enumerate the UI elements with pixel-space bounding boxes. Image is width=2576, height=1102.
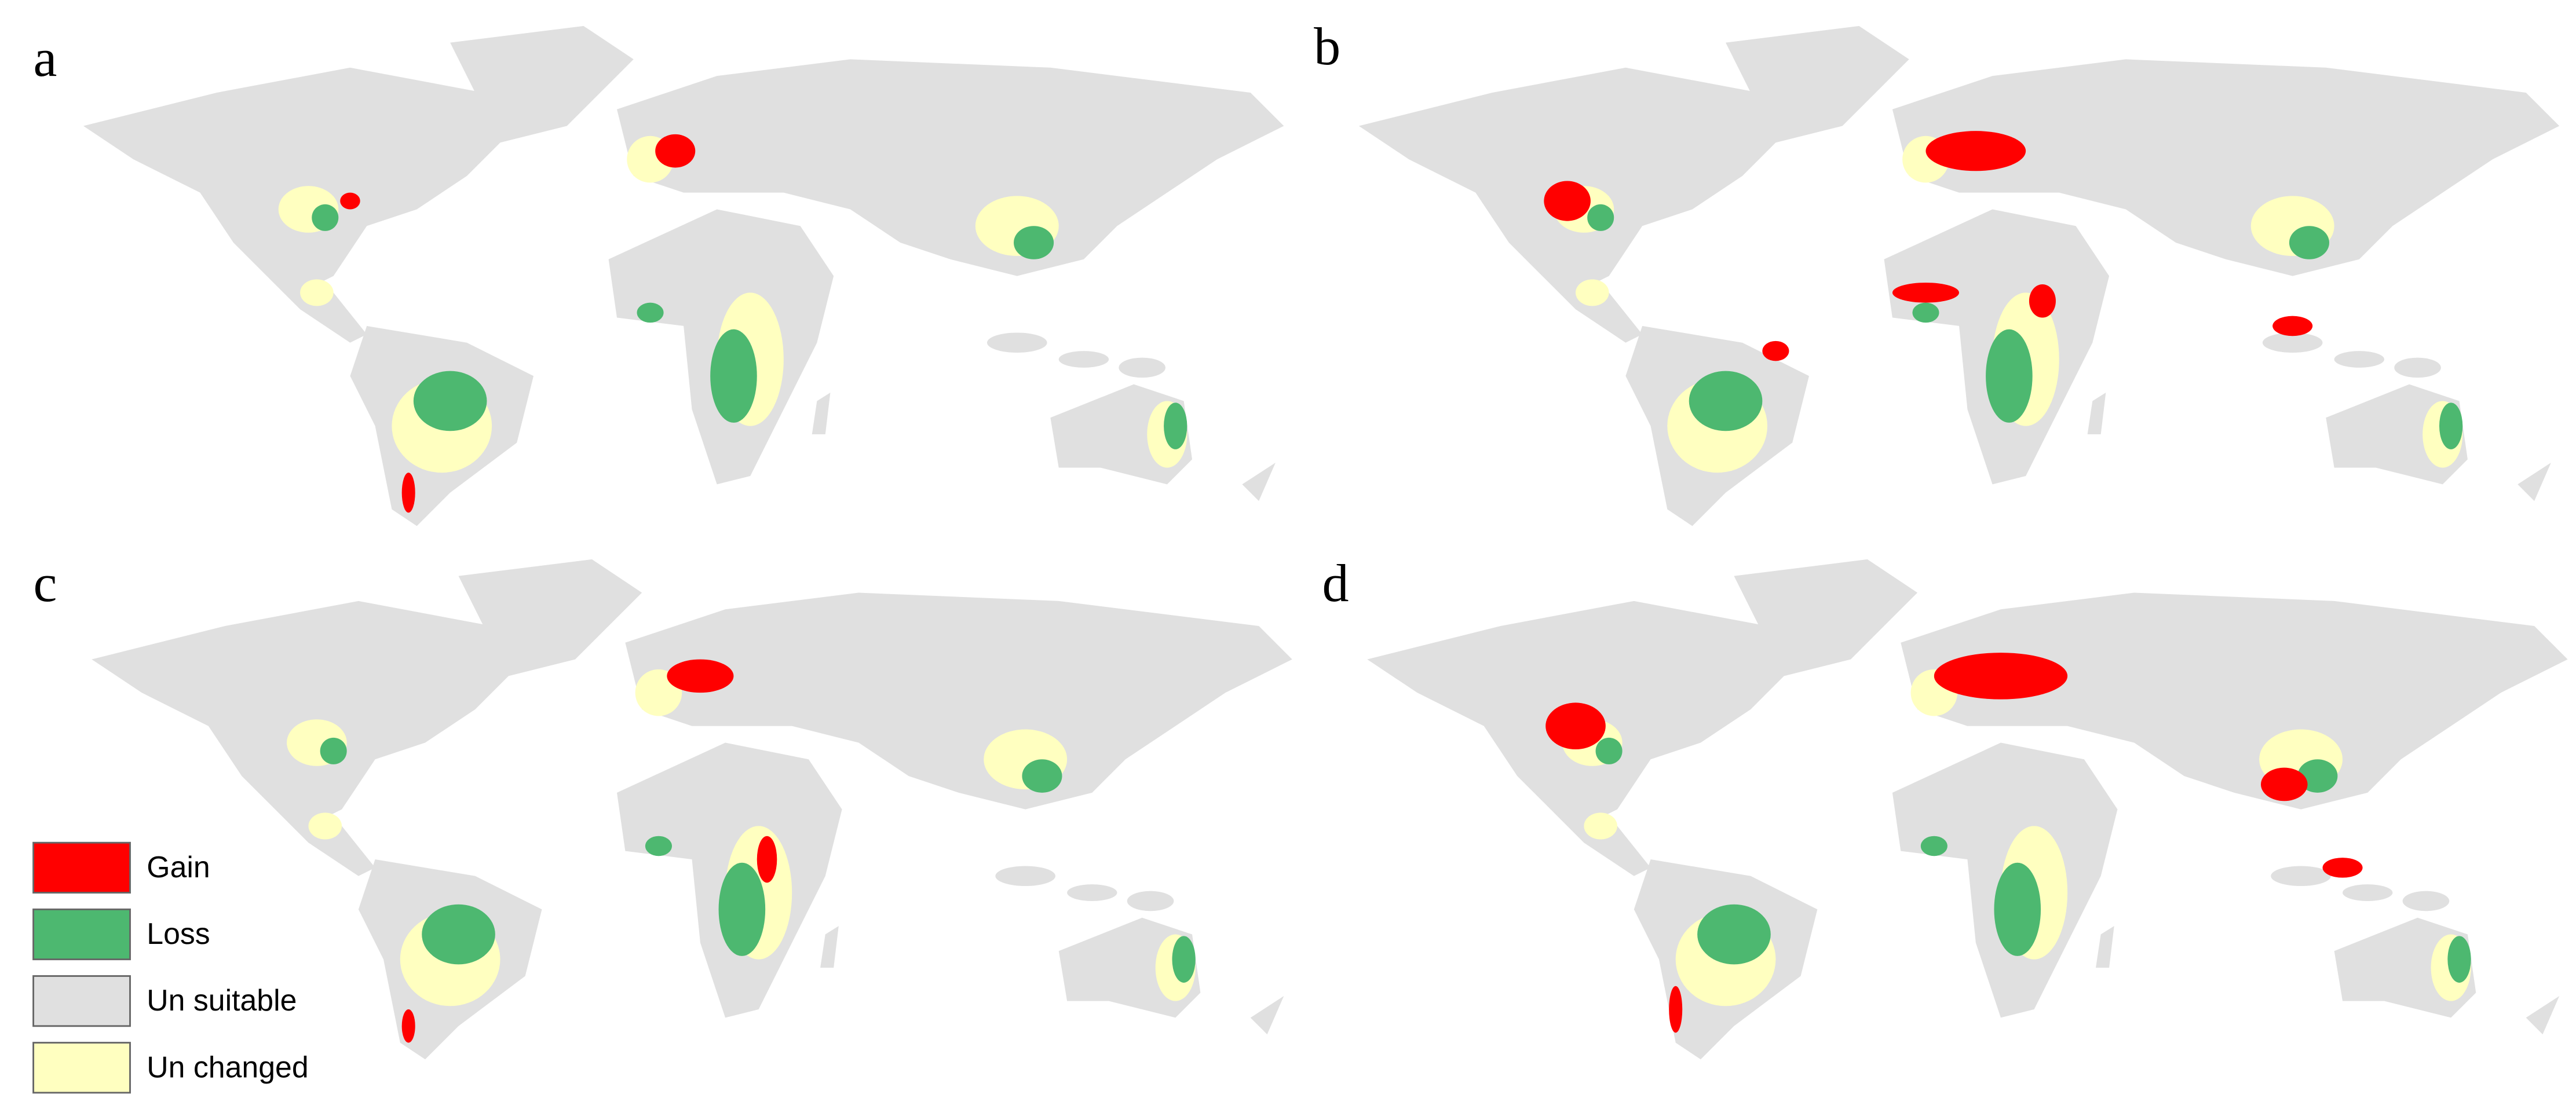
map-d (1367, 559, 2568, 1060)
panel-label: a (34, 28, 57, 87)
panel-label: c (34, 554, 57, 613)
legend-label: Loss (147, 917, 210, 950)
legend: Gain Loss Un suitable Un changed (32, 841, 309, 1094)
map-c (92, 559, 1292, 1060)
map-a (83, 25, 1284, 526)
panel-label: b (1314, 17, 1340, 76)
legend-swatch (32, 1042, 131, 1094)
legend-label: Un changed (147, 1050, 308, 1083)
legend-swatch (32, 975, 131, 1027)
legend-label: Gain (147, 850, 210, 884)
legend-label: Un suitable (147, 983, 297, 1017)
map-b (1358, 25, 2560, 526)
legend-swatch (32, 908, 131, 961)
panel-label: d (1322, 554, 1349, 613)
legend-swatch (32, 841, 131, 894)
